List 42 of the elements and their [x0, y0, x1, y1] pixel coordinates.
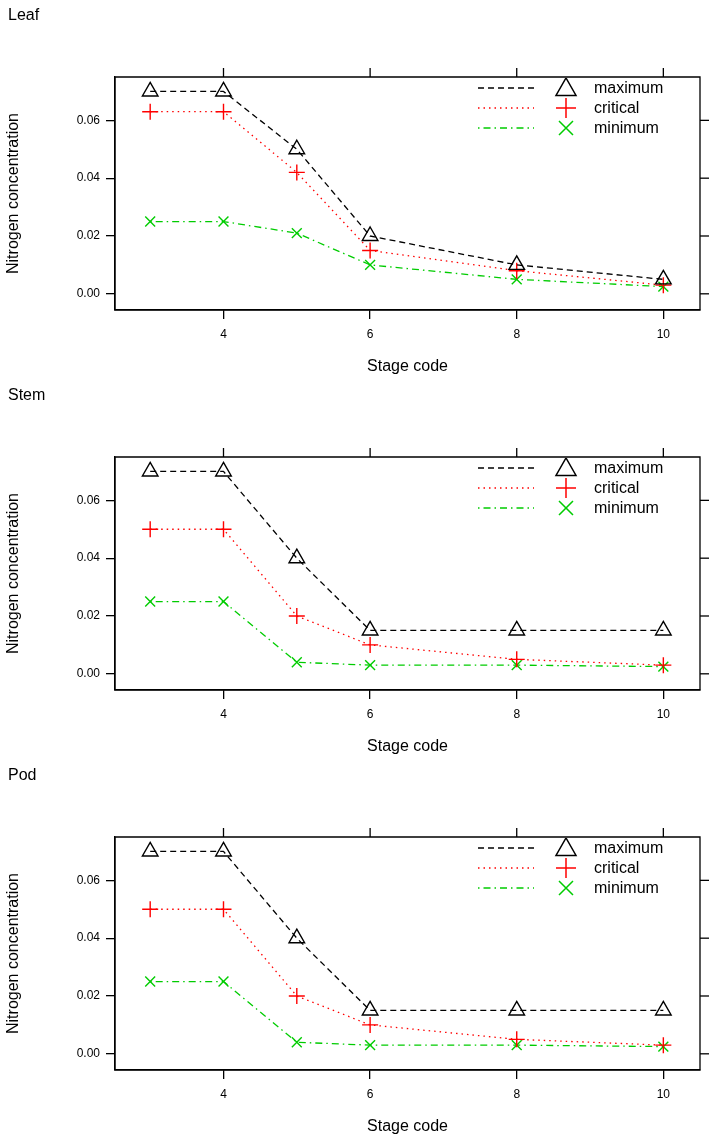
x-tick-label: 4: [220, 326, 228, 341]
x-tick-label: 10: [656, 326, 671, 341]
y-tick-label: 0.06: [76, 872, 101, 887]
x-tick-label: 8: [513, 706, 521, 721]
y-tick-label: 0.02: [76, 988, 101, 1003]
x-tick-label: 8: [513, 1086, 521, 1101]
legend-label: critical: [594, 98, 640, 118]
y-axis-title: Nitrogen concentration: [4, 873, 22, 1034]
y-tick-label: 0.06: [76, 112, 101, 127]
y-tick-label: 0.04: [76, 170, 101, 185]
y-tick-label: 0.04: [76, 930, 101, 945]
y-tick-label: 0.02: [76, 228, 101, 243]
legend-label: minimum: [594, 498, 659, 518]
legend-label: minimum: [594, 878, 659, 898]
x-tick-label: 10: [656, 1086, 671, 1101]
legend-label: minimum: [594, 118, 659, 138]
chart-title: Stem: [8, 386, 46, 404]
x-axis-title: Stage code: [367, 356, 449, 374]
chart-title: Leaf: [8, 6, 40, 24]
legend-label: critical: [594, 478, 640, 498]
x-axis-title: Stage code: [367, 736, 449, 754]
x-axis-title: Stage code: [367, 1116, 449, 1134]
legend-label: critical: [594, 858, 640, 878]
chart-title: Pod: [8, 766, 37, 784]
legend-label: maximum: [594, 458, 664, 478]
legend-label: maximum: [594, 78, 664, 98]
x-tick-label: 10: [656, 706, 671, 721]
y-tick-label: 0.06: [76, 492, 101, 507]
y-tick-label: 0.00: [76, 1046, 101, 1061]
x-tick-label: 4: [220, 706, 228, 721]
x-tick-label: 8: [513, 326, 521, 341]
y-tick-label: 0.00: [76, 286, 101, 301]
y-axis-title: Nitrogen concentration: [4, 113, 22, 274]
y-axis-title: Nitrogen concentration: [4, 493, 22, 654]
x-tick-label: 6: [366, 326, 374, 341]
x-tick-label: 6: [366, 1086, 374, 1101]
y-tick-label: 0.00: [76, 666, 101, 681]
y-tick-label: 0.04: [76, 550, 101, 565]
legend-label: maximum: [594, 838, 664, 858]
x-tick-label: 6: [366, 706, 374, 721]
y-tick-label: 0.02: [76, 608, 101, 623]
x-tick-label: 4: [220, 1086, 228, 1101]
